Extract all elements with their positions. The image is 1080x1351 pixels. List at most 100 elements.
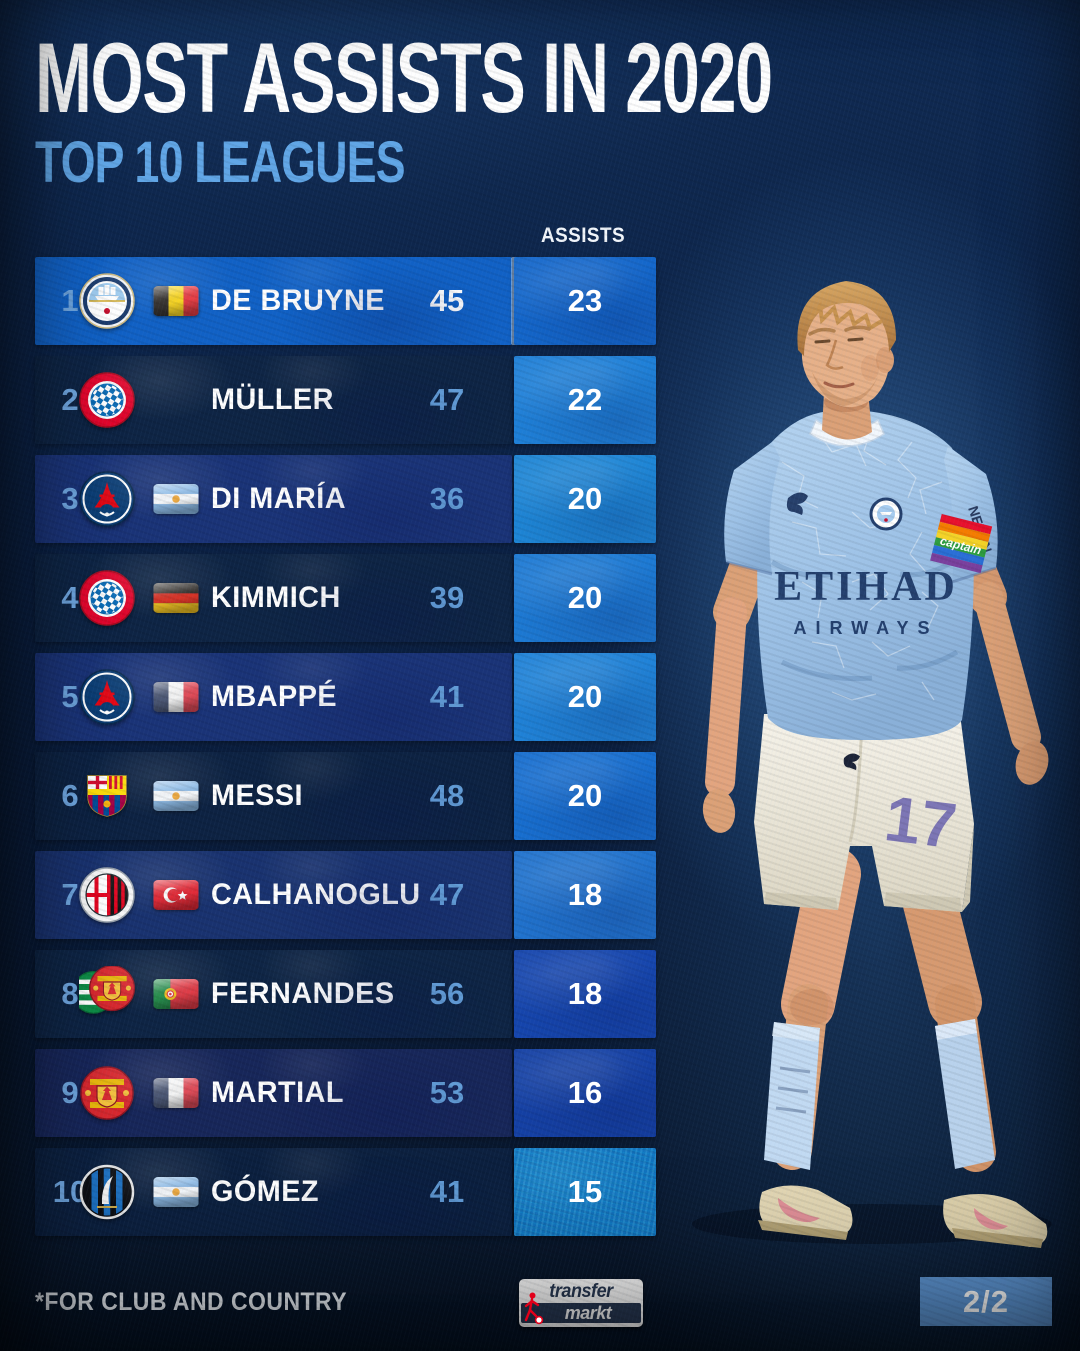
club-badge-barcelona-icon: [79, 768, 135, 824]
table-row: 2 MÜLLER 47 22: [35, 356, 656, 444]
flag-belgium-icon: [153, 286, 199, 316]
player-name: MESSI: [211, 779, 304, 812]
player-row: 2 MÜLLER 47: [35, 356, 512, 444]
table-row: 8 FERNANDES 56 18: [35, 950, 656, 1038]
rank-number: 6: [61, 778, 79, 813]
table-row: 5 MBAPPÉ 41 20: [35, 653, 656, 741]
club-badge-psg-icon: [79, 669, 135, 725]
player-name: KIMMICH: [211, 581, 341, 614]
player-row: 4 KIMMICH 39: [35, 554, 512, 642]
assists-cell: 20: [514, 653, 656, 741]
flag-france-icon: [153, 682, 199, 712]
assists-cell: 20: [514, 554, 656, 642]
club-badge-milan-icon: [79, 867, 135, 923]
player-name: CALHANOGLU: [211, 878, 421, 911]
assists-value: 15: [567, 1174, 603, 1209]
club-badge-manchester-city-icon: [79, 273, 135, 329]
table-row: 9 MARTIAL 53 16: [35, 1049, 656, 1137]
assists-value: 18: [567, 976, 603, 1011]
page-indicator-badge: 2/2: [920, 1277, 1052, 1326]
club-badge-atalanta-icon: [79, 1164, 135, 1220]
rank-number: 9: [61, 1075, 79, 1110]
player-name: MARTIAL: [211, 1076, 344, 1109]
player-row: 8 FERNANDES 56: [35, 950, 512, 1038]
player-photo: 17 NEXEN: [692, 281, 1052, 1248]
player-row: 1 DE BRUYNE 45: [35, 257, 512, 345]
rank-number: 7: [61, 877, 79, 912]
rank-number: 3: [61, 481, 79, 516]
captain-armband: captain: [930, 513, 993, 574]
player-row: 5 MBAPPÉ 41: [35, 653, 512, 741]
transfermarkt-logo: transfer markt: [519, 1279, 643, 1327]
assists-cell: 16: [514, 1049, 656, 1137]
table-row: 7 CALHANOGLU 47 18: [35, 851, 656, 939]
assists-cell: 20: [514, 455, 656, 543]
player-name: FERNANDES: [211, 977, 395, 1010]
rank-number: 5: [61, 679, 79, 714]
jersey-sponsor-line1: ETIHAD: [774, 564, 958, 610]
flag-argentina-icon: [153, 781, 199, 811]
jersey-sponsor-line2: AIRWAYS: [793, 618, 938, 638]
player-name: MÜLLER: [211, 383, 334, 416]
flag-turkey-icon: [153, 880, 199, 910]
flag-portugal-icon: [153, 979, 199, 1009]
shorts-number: 17: [881, 782, 960, 862]
assists-cell: 18: [514, 851, 656, 939]
rank-number: 1: [61, 283, 79, 318]
player-row: 6 MESSI 48: [35, 752, 512, 840]
assists-value: 20: [567, 778, 603, 813]
assists-cell: 20: [514, 752, 656, 840]
assists-cell: 18: [514, 950, 656, 1038]
assists-cell: 22: [514, 356, 656, 444]
player-row: 3 DI MARÍA 36: [35, 455, 512, 543]
rank-number: 2: [61, 382, 79, 417]
table-row: 1 DE BRUYNE 45 23: [35, 257, 656, 345]
flag-argentina-icon: [153, 484, 199, 514]
page-subtitle: TOP 10 LEAGUES: [35, 130, 406, 195]
page-title: MOST ASSISTS IN 2020: [35, 22, 773, 133]
flag-argentina-icon: [153, 1177, 199, 1207]
club-badge-manutd-icon: [79, 1065, 135, 1121]
games-value: 53: [429, 1075, 465, 1110]
flag-germany-icon: [153, 583, 199, 613]
games-value: 56: [429, 976, 465, 1011]
games-value: 47: [429, 382, 465, 417]
assists-value: 23: [567, 283, 603, 318]
table-row: 10 GÓMEZ 41 15: [35, 1148, 656, 1236]
table-row: 4 KIMMICH 39 20: [35, 554, 656, 642]
assists-value: 22: [567, 382, 603, 417]
assists-value: 20: [567, 580, 603, 615]
player-row: 7 CALHANOGLU 47: [35, 851, 512, 939]
table-row: 3 DI MARÍA 36 20: [35, 455, 656, 543]
games-value: 41: [429, 679, 465, 714]
flag-france-icon: [153, 1078, 199, 1108]
player-name: MBAPPÉ: [211, 680, 338, 713]
assists-value: 20: [567, 679, 603, 714]
club-badge-psg-icon: [79, 471, 135, 527]
club-badge-sporting-manutd-icon: [79, 966, 135, 1022]
games-value: 39: [429, 580, 465, 615]
games-value: 47: [429, 877, 465, 912]
transfermarkt-figure-icon: [524, 1292, 544, 1325]
rank-number: 4: [61, 580, 79, 615]
games-value: 48: [429, 778, 465, 813]
club-badge-bayern-icon: [79, 372, 135, 428]
assists-column-header: ASSISTS: [540, 224, 626, 247]
assists-value: 18: [567, 877, 603, 912]
player-name: DE BRUYNE: [211, 284, 385, 317]
games-value: 45: [429, 283, 465, 318]
rank-number: 8: [61, 976, 79, 1011]
ranking-table: 1 DE BRUYNE 45 23 2 MÜLLER 47 22 3 DI MARÍA 36 2…: [35, 257, 656, 1247]
table-row: 6 MESSI 48 20: [35, 752, 656, 840]
games-value: 41: [429, 1174, 465, 1209]
assists-cell: 23: [514, 257, 656, 345]
games-value: 36: [429, 481, 465, 516]
player-row: 10 GÓMEZ 41: [35, 1148, 512, 1236]
logo-text-bottom: markt: [521, 1303, 641, 1323]
player-row: 9 MARTIAL 53: [35, 1049, 512, 1137]
assists-cell: 15: [514, 1148, 656, 1236]
assists-value: 20: [567, 481, 603, 516]
player-name: DI MARÍA: [211, 482, 347, 515]
player-name: GÓMEZ: [211, 1175, 319, 1208]
